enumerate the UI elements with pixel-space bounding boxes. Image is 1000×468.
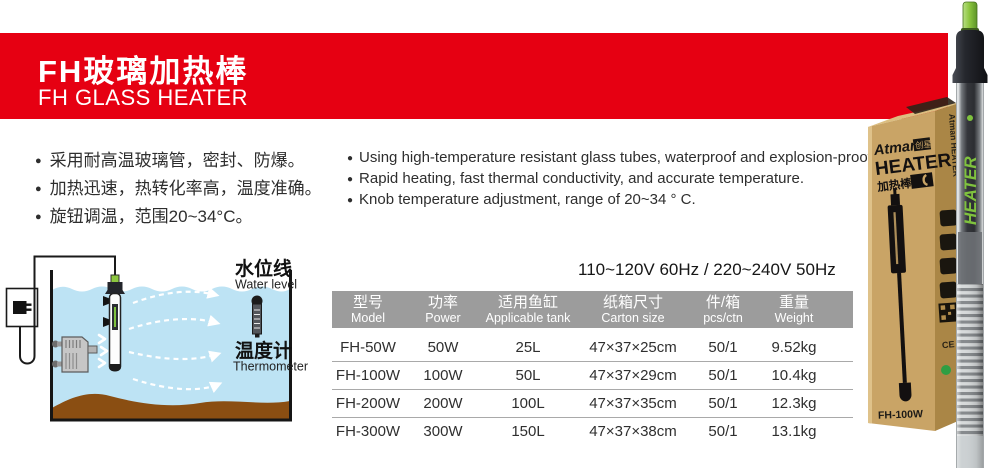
cell-model: FH-200W [335, 395, 401, 412]
table-row: FH-50W 50W 25L 47×37×25cm 50/1 9.52kg [332, 333, 853, 361]
thermometer-label-en: Thermometer [233, 360, 308, 374]
ce-mark: CE [942, 339, 955, 350]
header-cell-weight: 重量 Weight [774, 294, 814, 326]
box-subtitle-badge [910, 172, 934, 189]
cell-carton: 47×37×25cm [589, 338, 677, 356]
eco-logo [941, 365, 951, 375]
cell-model: FH-300W [335, 423, 401, 440]
cell-pcs: 50/1 [708, 367, 738, 384]
cell-carton: 47×37×29cm [589, 367, 677, 384]
voltage-note: 110~120V 60Hz / 220~240V 50Hz [578, 260, 836, 279]
power-outlet [5, 287, 39, 328]
thermometer-icon [251, 295, 263, 338]
page-title-cn: FH玻璃加热棒 [38, 54, 249, 89]
box-top [868, 101, 965, 127]
flow-arrows [128, 287, 223, 393]
spec-table-body: FH-50W 50W 25L 47×37×25cm 50/1 9.52kg FH… [332, 333, 853, 445]
feature-item: Rapid heating, fast thermal conductivity… [347, 169, 876, 190]
cell-model: FH-50W [340, 338, 396, 356]
heater-product: HEATER [952, 1, 988, 468]
cell-carton: 47×37×38cm [589, 423, 677, 440]
power-cord [19, 255, 116, 365]
table-row: FH-200W 200W 100L 47×37×35cm 50/1 12.3kg [332, 389, 853, 417]
header-cell-model: 型号 Model [350, 294, 386, 326]
cell-power: 300W [423, 423, 463, 440]
filter-pump-icon [52, 336, 98, 373]
box-model-label: FH-100W [878, 408, 923, 422]
box-brand-cn: 创星 [914, 139, 932, 151]
cell-tank: 100L [511, 395, 545, 412]
feature-item: Knob temperature adjustment, range of 20… [347, 190, 876, 211]
cell-pcs: 50/1 [708, 338, 738, 356]
water-level-label-cn: 水位线 [235, 257, 292, 280]
power-plug-icon [13, 301, 27, 314]
aquarium-diagram: 水位线 Water level 温度计 Thermometer [5, 255, 308, 422]
heater-icon [103, 274, 125, 372]
cell-weight: 10.4kg [771, 367, 817, 384]
table-row: FH-100W 100W 50L 47×37×29cm 50/1 10.4kg [332, 361, 853, 389]
pump-flow-arrows [97, 333, 109, 369]
box-brand: Atman [872, 138, 920, 160]
feature-item: 采用耐高温玻璃管，密封、防爆。 [35, 147, 322, 175]
header-cell-power: 功率 Power [425, 294, 461, 326]
box-side-badges [939, 209, 958, 299]
product-photo: Atman 创星 HEATER 加热棒 FH-100W Atman HEATER [868, 1, 988, 468]
page-title-en: FH GLASS HEATER [38, 85, 249, 110]
cell-tank: 150L [511, 423, 545, 440]
box-heater-drawing [887, 188, 912, 402]
header-cell-carton: 纸箱尺寸 Carton size [601, 294, 665, 326]
header-cell-tank: 适用鱼缸 Applicable tank [485, 294, 571, 326]
packaging-box: Atman 创星 HEATER 加热棒 FH-100W Atman HEATER [868, 97, 965, 431]
feature-list-en: Using high-temperature resistant glass t… [347, 148, 876, 211]
header-cell-pcs: 件/箱 pcs/ctn [703, 294, 743, 326]
feature-item: Using high-temperature resistant glass t… [347, 148, 876, 169]
cell-pcs: 50/1 [708, 423, 738, 440]
cell-power: 200W [423, 395, 463, 412]
feature-item: 加热迅速，热转化率高，温度准确。 [35, 175, 322, 203]
water-level-label-en: Water level [235, 278, 297, 292]
spec-table-header: 型号 Model 功率 Power 适用鱼缸 Applicable tank 纸… [332, 291, 853, 328]
heater-tube-label: HEATER [961, 156, 980, 225]
feature-item: 旋钮调温，范围20~34°C。 [35, 203, 322, 231]
table-row: FH-300W 300W 150L 47×37×38cm 50/1 13.1kg [332, 417, 853, 445]
cell-carton: 47×37×35cm [589, 395, 677, 412]
cell-tank: 25L [515, 338, 541, 356]
cell-power: 50W [427, 338, 459, 356]
cell-weight: 12.3kg [771, 395, 817, 412]
banner: FH玻璃加热棒 FH GLASS HEATER [0, 33, 948, 119]
cell-weight: 9.52kg [771, 338, 817, 356]
cell-model: FH-100W [335, 367, 401, 384]
cell-pcs: 50/1 [708, 395, 738, 412]
spec-table: 型号 Model 功率 Power 适用鱼缸 Applicable tank 纸… [332, 291, 853, 445]
tank-outline [50, 270, 292, 422]
qr-code [938, 302, 958, 323]
thermometer-label-cn: 温度计 [235, 339, 292, 362]
cell-power: 100W [423, 367, 463, 384]
cell-tank: 50L [515, 367, 541, 384]
substrate [52, 393, 290, 421]
box-subtitle: 加热棒 [875, 176, 912, 194]
cell-weight: 13.1kg [771, 423, 817, 440]
feature-list-cn: 采用耐高温玻璃管，密封、防爆。 加热迅速，热转化率高，温度准确。 旋钮调温，范围… [35, 147, 322, 231]
heater-cap [952, 30, 988, 83]
